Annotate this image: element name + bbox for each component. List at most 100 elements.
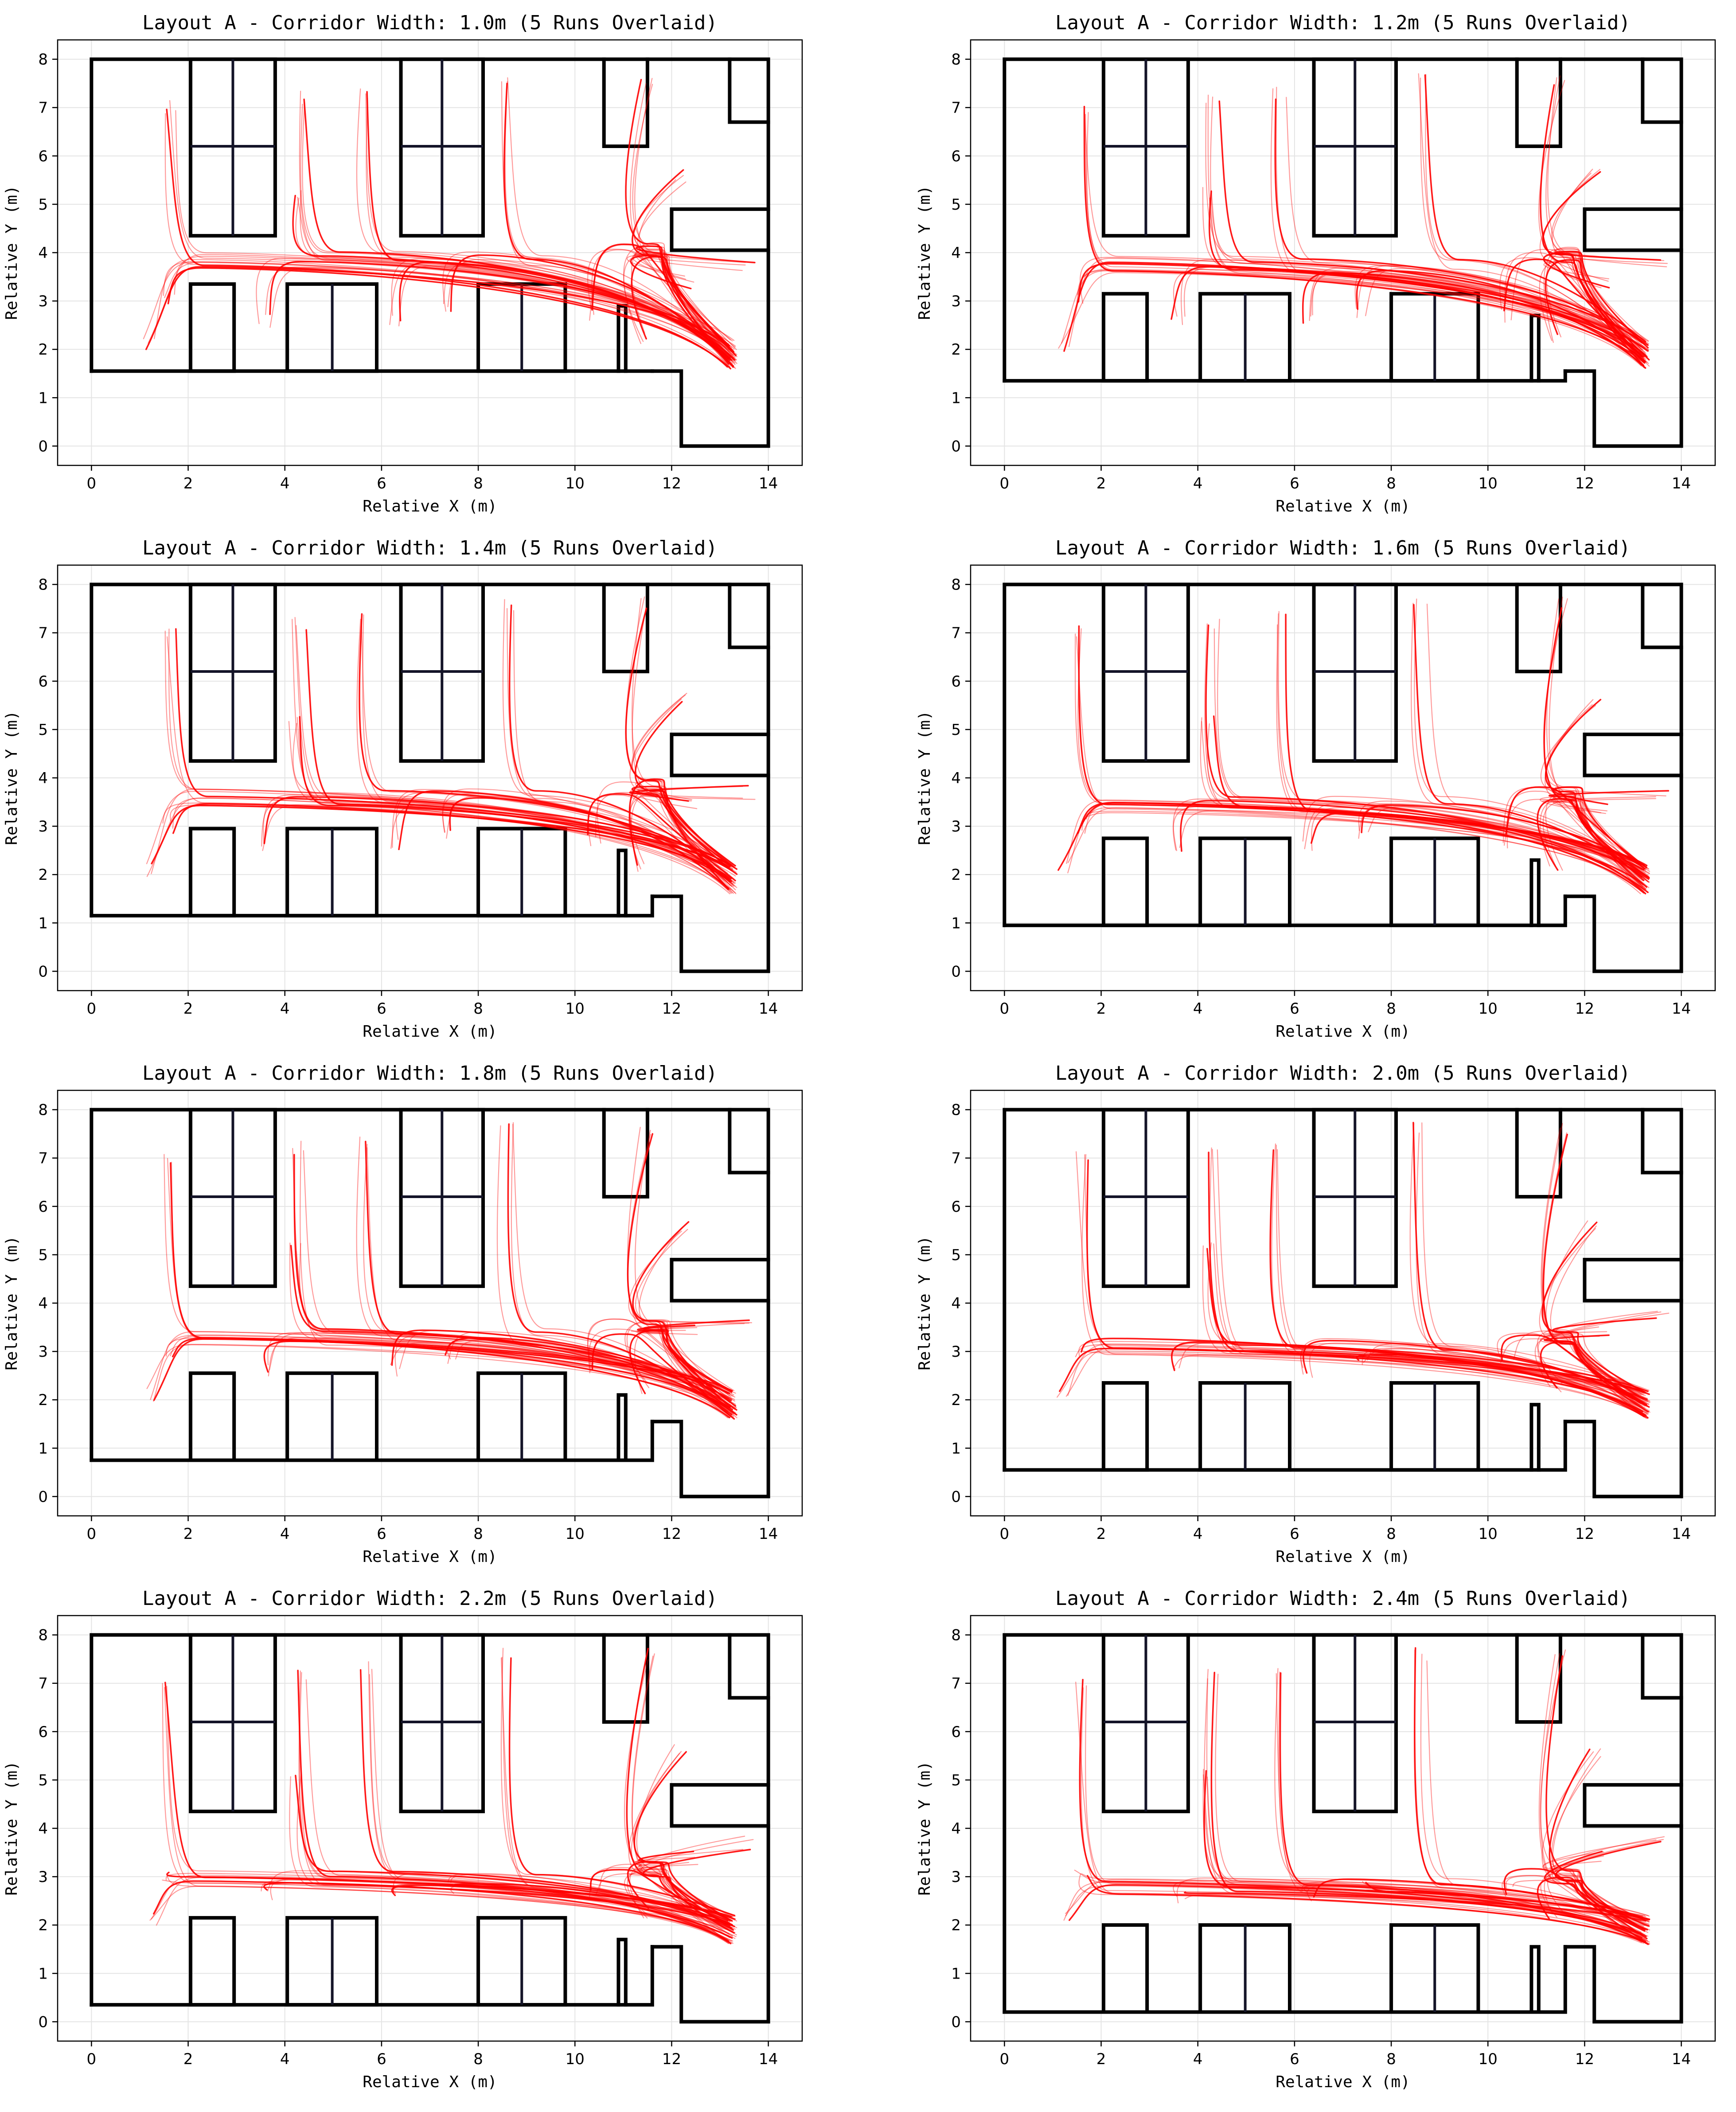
trajectory-path <box>293 723 732 894</box>
post-wall <box>1529 1945 1541 2014</box>
trajectory-path <box>637 1327 734 1418</box>
y-axis-label: Relative Y (m) <box>916 1761 934 1895</box>
post-wall <box>616 848 628 917</box>
trajectory-path <box>1085 114 1649 351</box>
trajectory-path <box>1543 246 1647 355</box>
y-tick-label: 7 <box>38 1675 48 1693</box>
trajectory-path <box>1545 790 1646 890</box>
trajectory-path <box>1066 799 1647 869</box>
y-tick-label: 7 <box>951 625 961 642</box>
notch-wall <box>1515 582 1562 673</box>
trajectories <box>143 77 756 370</box>
lower-shelf <box>1389 836 1480 927</box>
trajectory-path <box>630 792 743 887</box>
trajectory-path <box>1416 1132 1645 1416</box>
trajectory-path <box>1363 1348 1644 1409</box>
y-tick-label: 4 <box>38 1295 48 1312</box>
floor-wall <box>1003 369 1567 383</box>
outer-wall <box>90 1633 770 2024</box>
trajectory-path <box>454 1883 731 1926</box>
x-tick-label: 8 <box>473 2050 483 2068</box>
trajectory-path <box>1547 798 1657 881</box>
y-tick-label: 7 <box>38 99 48 117</box>
panel-title: Layout A - Corridor Width: 2.0m (5 Runs … <box>1055 1062 1631 1085</box>
trajectory-path <box>299 90 737 361</box>
trajectory-path <box>1544 1869 1646 1940</box>
trajectory-path <box>449 797 729 890</box>
y-tick-label: 1 <box>38 389 48 407</box>
trajectory-path <box>356 88 733 359</box>
y-tick-label: 3 <box>38 293 48 310</box>
x-tick-label: 6 <box>1290 2050 1299 2068</box>
trajectory-path <box>1540 84 1645 367</box>
y-tick-label: 4 <box>951 1295 961 1312</box>
y-tick-label: 6 <box>951 148 961 165</box>
y-tick-label: 0 <box>951 437 961 455</box>
trajectory-path <box>629 788 735 880</box>
trajectory-path <box>1540 798 1646 890</box>
y-tick-label: 6 <box>38 1198 48 1216</box>
x-axis-label: Relative X (m) <box>1276 1548 1410 1566</box>
trajectory-path <box>1303 1884 1650 1943</box>
trajectory-path <box>1075 1344 1648 1415</box>
notch-wall <box>1641 1633 1683 1700</box>
notch-wall <box>602 582 649 673</box>
panel-title: Layout A - Corridor Width: 2.4m (5 Runs … <box>1055 1587 1631 1610</box>
trajectory-path <box>292 1148 736 1410</box>
trajectory-path <box>1207 723 1650 883</box>
trajectory-path <box>1202 1245 1642 1399</box>
y-tick-label: 2 <box>38 866 48 884</box>
trajectory-path <box>1414 1647 1643 1918</box>
trajectory-path <box>1365 1882 1650 1921</box>
x-tick-label: 12 <box>662 475 681 492</box>
trajectory-path <box>512 1124 728 1413</box>
trajectory-path <box>628 778 735 868</box>
trajectory-path <box>643 1849 751 1934</box>
trajectory-path <box>1550 1836 1665 1927</box>
trajectory-path <box>1546 598 1647 890</box>
trajectory-path <box>1067 807 1645 891</box>
trajectory-path <box>1551 1756 1650 1922</box>
trajectory-path <box>642 795 756 867</box>
notch-wall <box>728 1633 770 1700</box>
x-tick-label: 6 <box>1290 1000 1299 1018</box>
trajectory-path <box>637 254 743 356</box>
trajectory-path <box>587 794 730 889</box>
trajectory-path <box>1549 248 1641 353</box>
trajectory-path <box>1550 1312 1670 1405</box>
trajectory-path <box>153 259 736 364</box>
trajectory-path <box>1179 810 1645 867</box>
trajectory-path <box>1356 269 1646 363</box>
x-tick-label: 14 <box>759 1525 778 1543</box>
trajectory-path <box>635 780 737 894</box>
trajectory-path <box>636 245 756 361</box>
notch-wall <box>1515 1633 1562 1724</box>
floor-wall <box>1003 894 1567 927</box>
trajectory-path <box>153 1344 736 1413</box>
x-axis-label: Relative X (m) <box>1276 497 1410 515</box>
x-tick-label: 4 <box>1193 2050 1203 2068</box>
outer-wall <box>1003 582 1683 973</box>
trajectory-path <box>631 785 736 867</box>
y-tick-label: 5 <box>38 1772 48 1789</box>
y-tick-label: 6 <box>38 1723 48 1741</box>
trajectory-path <box>1067 807 1650 874</box>
trajectory-path <box>170 804 733 870</box>
outer-wall <box>90 582 770 973</box>
trajectories <box>146 596 756 894</box>
upper-shelf <box>189 57 277 238</box>
post-wall <box>616 1393 628 1462</box>
trajectory-path <box>1202 1768 1649 1945</box>
trajectory-path <box>1210 1671 1647 1937</box>
trajectory-path <box>1537 1334 1646 1418</box>
trajectory-path <box>1543 261 1646 364</box>
trajectory-path <box>1411 602 1647 888</box>
map-walls <box>90 1633 770 2024</box>
x-tick-label: 6 <box>1290 475 1299 492</box>
x-tick-label: 2 <box>1096 1000 1106 1018</box>
upper-shelf <box>189 582 277 763</box>
lower-shelf <box>476 1371 567 1462</box>
x-tick-label: 14 <box>1672 1525 1691 1543</box>
trajectory-path <box>392 789 731 880</box>
